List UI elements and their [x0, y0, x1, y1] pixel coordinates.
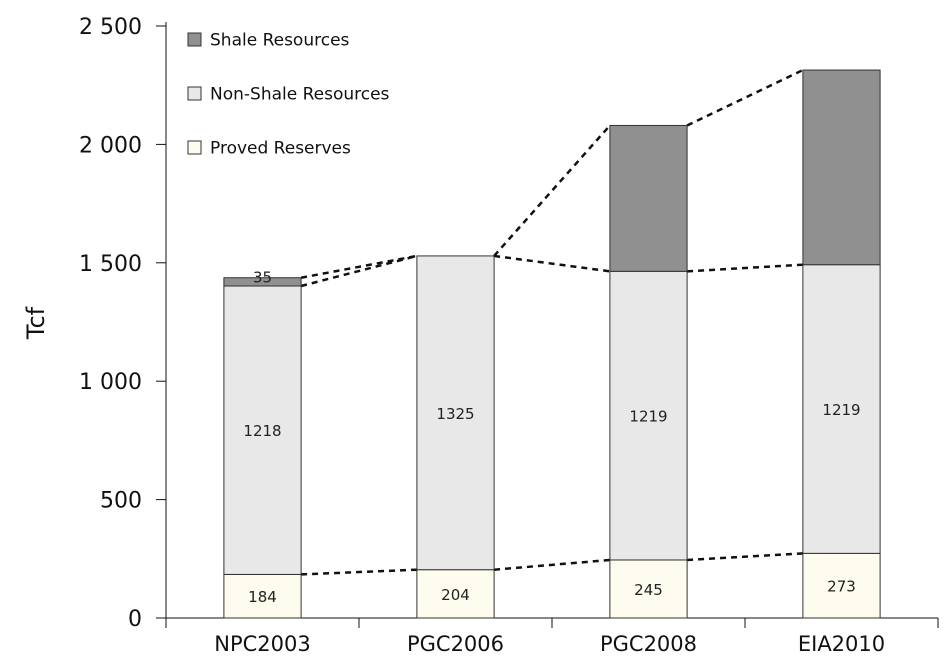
x-tick-label: EIA2010 [798, 632, 885, 656]
x-tick-label: NPC2003 [214, 632, 310, 656]
legend: Shale Resources Non-Shale Resources Proved… [187, 31, 390, 159]
y-tick-label: 2 500 [79, 15, 142, 40]
bars [223, 69, 881, 619]
connector-line [493, 254, 611, 273]
legend-swatch [187, 32, 202, 47]
data-label: 1219 [629, 408, 667, 426]
bar-segment [223, 285, 302, 575]
connector-line [493, 558, 611, 571]
data-labels: 184 204 245 273 1218 1325 1219 1219 35 [243, 269, 860, 606]
y-tick-label: 2 000 [79, 133, 142, 158]
x-tick-label: PGC2008 [600, 632, 697, 656]
connector-line [300, 254, 418, 288]
y-axis-label: Tcf [22, 306, 50, 340]
data-label: 1218 [243, 422, 281, 440]
legend-label: Shale Resources [210, 31, 350, 51]
bar-segment [609, 270, 688, 561]
connector-line [686, 68, 804, 127]
connector-line [687, 263, 803, 273]
legend-label: Proved Reserves [210, 139, 351, 159]
legend-swatch [187, 86, 202, 101]
y-tick-label: 500 [100, 489, 142, 514]
data-label: 245 [634, 581, 663, 599]
bar-segment [802, 69, 881, 266]
legend-label: Non-Shale Resources [210, 85, 390, 105]
y-tick-label: 1 000 [79, 370, 142, 395]
bar-segment [609, 559, 688, 619]
bar-segment [223, 573, 302, 619]
connector-line [301, 568, 417, 576]
data-label: 1219 [822, 401, 860, 419]
data-label: 184 [248, 588, 277, 606]
legend-swatch [187, 140, 202, 155]
data-label: 204 [441, 586, 470, 604]
bar-segment [416, 255, 495, 571]
data-label: 273 [827, 578, 856, 596]
bar-segment [223, 277, 302, 287]
axes: 0 500 1 000 1 500 2 000 2 500 NPC2003 PGC2006 PG… [79, 15, 939, 656]
bar-segment [609, 124, 688, 272]
connector-line [300, 254, 418, 279]
data-label: 35 [253, 269, 272, 287]
connector-line [493, 124, 611, 257]
data-label: 1325 [436, 405, 474, 423]
connector-line [687, 552, 803, 562]
bar-segment [802, 264, 881, 554]
connector-lines [300, 68, 804, 576]
bar-segment [802, 552, 881, 619]
x-tick-label: PGC2006 [407, 632, 504, 656]
y-tick-label: 1 500 [79, 252, 142, 277]
y-tick-label: 0 [128, 607, 142, 632]
